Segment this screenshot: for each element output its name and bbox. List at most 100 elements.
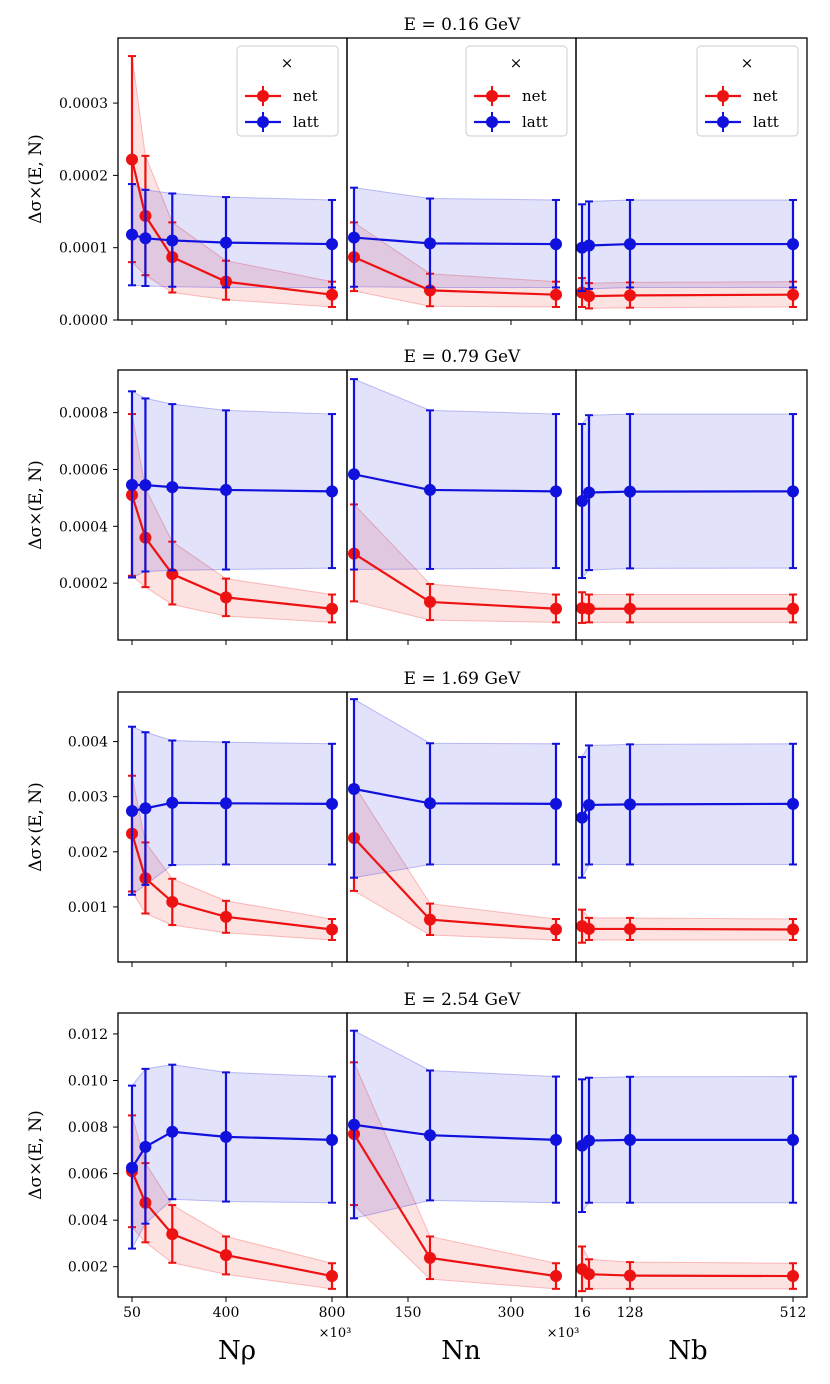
latt-data-point	[583, 1134, 595, 1147]
legend-label: latt	[753, 113, 779, 131]
x-axis-multiplier: ×10³	[319, 1326, 352, 1341]
latt-data-point	[424, 797, 436, 810]
subplot-1-2	[348, 186, 562, 308]
latt-error-band	[581, 1076, 794, 1214]
net-data-point	[424, 595, 436, 608]
latt-data-point	[576, 495, 588, 508]
net-data-point	[787, 1270, 799, 1283]
legend-label: net	[293, 87, 318, 105]
subplot-1-1	[126, 55, 338, 308]
latt-data-point	[348, 782, 360, 795]
latt-error-band	[581, 413, 794, 580]
legend: × net latt	[696, 45, 799, 137]
net-data-point	[424, 913, 436, 926]
x-tick-label: 50	[123, 1305, 141, 1321]
latt-error-band	[353, 698, 557, 879]
latt-data-point	[139, 802, 152, 815]
x-axis-label: Nρ	[218, 1336, 256, 1366]
y-axis-label: Δσ×(E, N)	[26, 134, 46, 223]
subplot-frame	[575, 369, 808, 641]
latt-error-band	[131, 183, 333, 288]
latt-data-point	[787, 238, 799, 251]
latt-data-point	[126, 805, 138, 818]
legend-title: ×	[510, 54, 523, 72]
latt-data-point	[424, 1129, 436, 1142]
y-tick-label: 0.0001	[59, 241, 108, 257]
net-data-point	[787, 923, 799, 936]
net-data-point	[624, 289, 636, 302]
latt-data-point	[348, 231, 360, 244]
net-data-point	[220, 1249, 232, 1262]
latt-data-point	[348, 1118, 360, 1131]
x-tick-label: 800	[319, 1305, 346, 1321]
y-tick-label: 0.012	[68, 1027, 108, 1043]
latt-data-point	[166, 796, 179, 809]
latt-data-point	[220, 483, 232, 496]
subplot-1-3	[576, 198, 799, 310]
latt-data-point	[424, 237, 436, 250]
x-tick-label: 300	[498, 1305, 525, 1321]
latt-data-point	[139, 479, 152, 492]
net-data-point	[326, 1270, 338, 1283]
panel-title: E = 0.16 GeV	[404, 15, 521, 35]
net-data-point	[220, 910, 232, 923]
latt-data-point	[126, 478, 138, 491]
legend-title: ×	[741, 54, 754, 72]
latt-data-point	[126, 1161, 138, 1174]
subplot-2-1	[126, 390, 338, 624]
latt-data-point	[550, 238, 562, 251]
net-data-point	[424, 1251, 436, 1264]
net-data-point	[550, 602, 562, 615]
x-axis-multiplier: ×10³	[547, 1326, 580, 1341]
latt-data-point	[583, 486, 595, 499]
x-axis-label: Nn	[441, 1336, 481, 1366]
y-axis-label: Δσ×(E, N)	[26, 782, 46, 871]
latt-data-point	[166, 1125, 179, 1138]
latt-error-band	[353, 378, 557, 571]
y-axis-label: Δσ×(E, N)	[26, 1110, 46, 1199]
net-data-point	[787, 602, 799, 615]
y-tick-label: 0.002	[68, 1260, 108, 1276]
legend-label: net	[753, 87, 778, 105]
y-tick-label: 0.0004	[59, 519, 108, 535]
legend-marker	[717, 116, 729, 128]
latt-data-point	[220, 1130, 232, 1143]
y-tick-label: 0.0008	[59, 406, 108, 422]
subplot-4-3	[576, 1075, 799, 1293]
net-data-point	[326, 288, 338, 301]
y-tick-label: 0.0003	[59, 96, 108, 112]
subplot-4-1	[126, 1063, 338, 1290]
subplot-2-3	[576, 413, 799, 624]
net-data-point	[166, 1228, 179, 1241]
net-data-point	[583, 922, 595, 935]
latt-data-point	[624, 238, 636, 251]
panel-title: E = 0.79 GeV	[404, 347, 521, 367]
subplot-2-2	[348, 378, 562, 624]
net-data-point	[624, 602, 636, 615]
net-data-point	[550, 1270, 562, 1283]
latt-error-band	[353, 1029, 557, 1219]
net-error-band	[581, 1246, 794, 1292]
latt-data-point	[787, 1133, 799, 1146]
net-data-point	[220, 591, 232, 604]
latt-data-point	[624, 1133, 636, 1146]
legend-marker	[486, 116, 498, 128]
x-axis-label: Nb	[668, 1336, 707, 1366]
latt-data-point	[220, 236, 232, 249]
latt-data-point	[139, 1140, 152, 1153]
latt-series-line	[581, 802, 794, 819]
net-data-point	[550, 923, 562, 936]
net-data-point	[787, 288, 799, 301]
latt-data-point	[624, 485, 636, 498]
latt-data-point	[166, 234, 179, 247]
y-tick-label: 0.002	[68, 845, 108, 861]
legend-marker	[257, 90, 269, 102]
subplot-frame	[575, 691, 808, 963]
latt-data-point	[576, 811, 588, 824]
subplot-4-2	[348, 1029, 562, 1290]
net-data-point	[166, 895, 179, 908]
y-tick-label: 0.004	[68, 735, 108, 751]
y-tick-label: 0.006	[68, 1167, 108, 1183]
y-tick-label: 0.004	[68, 1213, 108, 1229]
